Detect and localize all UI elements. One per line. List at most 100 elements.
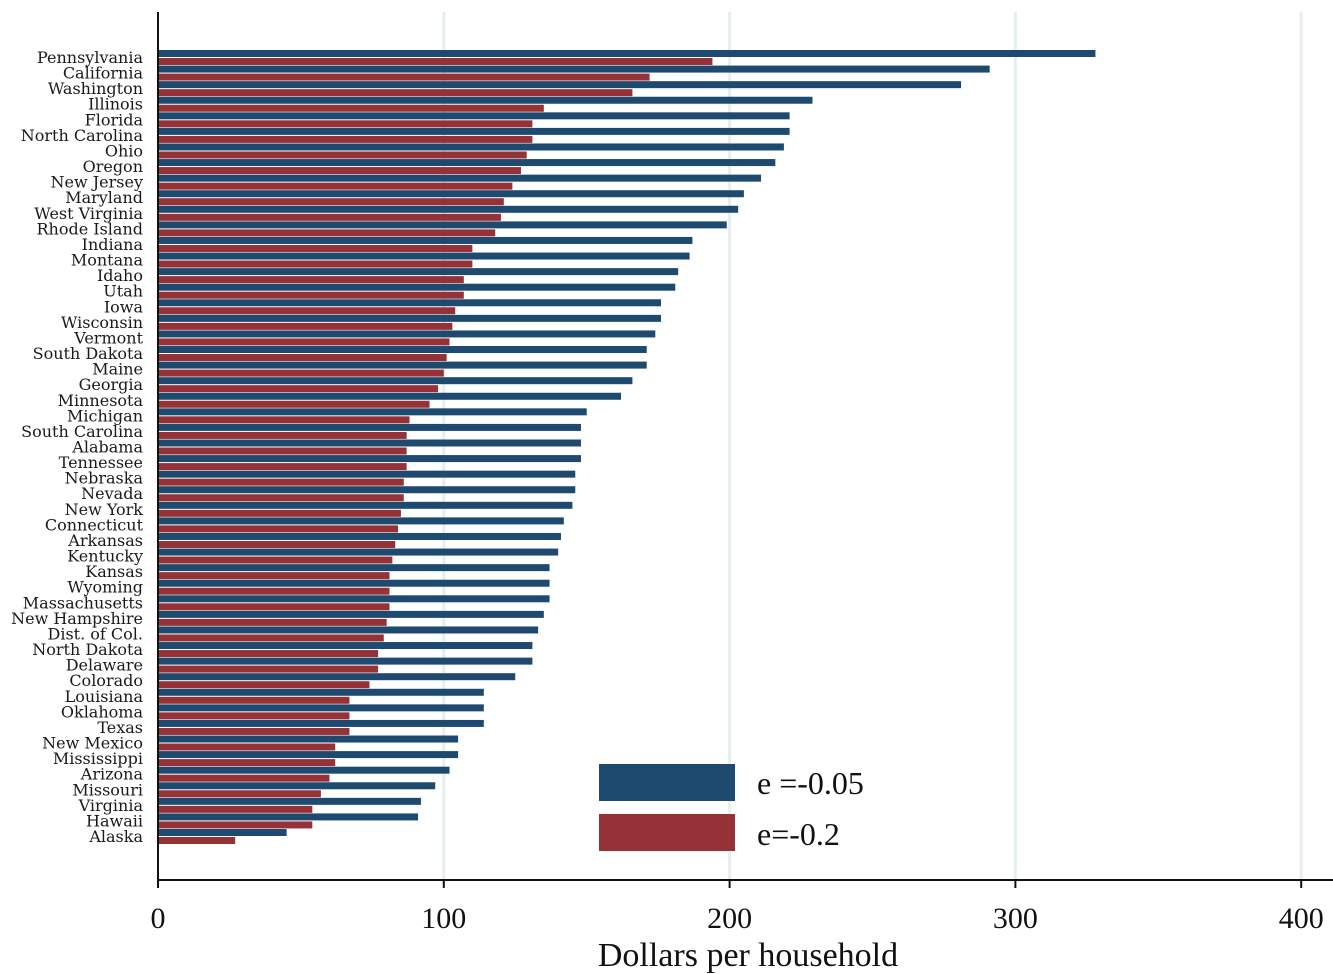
bars [158,50,1096,844]
x-tick-label: 0 [151,902,166,935]
bar-series-1 [158,127,790,135]
category-label: Kentucky [67,547,143,566]
bar-series-2 [158,354,447,362]
bar-series-2 [158,540,396,548]
category-label: New Hampshire [11,609,143,628]
bar-series-1 [158,190,744,198]
bar-series-1 [158,299,662,307]
bar-series-2 [158,650,379,658]
category-label: Wyoming [67,578,143,597]
x-axis-ticks: 0 100 200 300 400 [151,880,1324,935]
bar-series-2 [158,104,544,112]
category-label: Mississippi [53,749,143,768]
category-label: Illinois [88,95,143,114]
bar-series-1 [158,221,727,229]
bar-series-1 [158,766,450,774]
bar-series-2 [158,307,456,315]
bar-series-2 [158,665,379,673]
bar-series-2 [158,494,404,502]
category-label: Nevada [81,484,143,503]
category-label: New Mexico [42,734,143,753]
bar-series-1 [158,205,739,213]
x-axis-title: Dollars per household [598,937,898,974]
bar-series-1 [158,610,544,618]
bar-series-2 [158,416,410,424]
category-label: Missouri [72,780,143,799]
bar-series-1 [158,423,581,431]
category-label: Utah [103,282,143,301]
bar-series-1 [158,283,676,291]
legend: e =-0.05 e=-0.2 [599,764,864,852]
x-tick-label: 200 [707,902,752,935]
category-label: South Dakota [33,344,144,363]
bar-series-1 [158,704,484,712]
category-label: Oregon [83,157,143,176]
bar-series-2 [158,276,464,284]
category-label: Rhode Island [36,219,143,238]
bar-series-1 [158,782,436,790]
bar-series-2 [158,572,390,580]
category-label: Texas [97,718,143,737]
bar-series-1 [158,439,581,447]
bar-series-2 [158,385,439,393]
bar-series-2 [158,774,330,782]
bar-series-1 [158,595,550,603]
bar-series-1 [158,65,990,73]
legend-swatch-series-1 [599,764,735,801]
category-label: Iowa [104,297,144,316]
bar-series-1 [158,159,776,167]
bar-series-2 [158,135,533,143]
category-label: Montana [71,251,144,270]
bar-series-1 [158,688,484,696]
category-label: Ohio [105,141,143,160]
bar-series-1 [158,96,813,104]
category-label: Minnesota [58,391,144,410]
bar-series-2 [158,681,370,689]
bar-series-2 [158,89,633,97]
bar-series-1 [158,392,621,400]
bar-series-2 [158,260,473,268]
bar-series-2 [158,229,496,237]
bar-series-2 [158,151,527,159]
bar-series-1 [158,548,559,556]
bar-series-1 [158,486,576,494]
category-label: Dist. of Col. [48,624,143,643]
bar-series-2 [158,587,390,595]
category-label: Tennessee [59,453,143,472]
category-label: Arkansas [67,531,143,550]
bar-series-2 [158,759,336,767]
bar-series-2 [158,463,407,471]
bar-series-1 [158,626,539,634]
category-label: Delaware [66,656,143,675]
legend-label-series-2: e=-0.2 [757,816,840,852]
bar-series-2 [158,509,401,517]
bar-series-1 [158,50,1096,57]
bar-series-2 [158,213,501,221]
bar-series-2 [158,291,464,299]
bar-series-2 [158,73,650,81]
category-label: Hawaii [86,811,143,830]
bar-series-1 [158,657,533,665]
bar-series-2 [158,322,453,330]
x-tick-label: 400 [1279,902,1324,935]
legend-label-series-1: e =-0.05 [757,765,864,801]
bar-series-1 [158,735,459,743]
bar-series-2 [158,556,393,564]
bar-series-2 [158,525,399,533]
category-label: Florida [85,110,144,129]
bar-series-1 [158,81,962,89]
bar-series-2 [158,727,350,735]
bar-series-2 [158,837,236,844]
bar-series-2 [158,198,504,206]
category-label: Indiana [82,235,144,254]
bar-series-1 [158,268,679,276]
bar-series-2 [158,618,387,626]
category-label: Alabama [71,438,143,457]
bar-series-2 [158,58,713,65]
bar-series-1 [158,377,633,385]
bar-series-2 [158,400,430,408]
bar-series-1 [158,330,656,338]
x-tick-label: 100 [421,902,466,935]
category-label: Connecticut [45,515,144,534]
category-label: Kansas [85,562,143,581]
